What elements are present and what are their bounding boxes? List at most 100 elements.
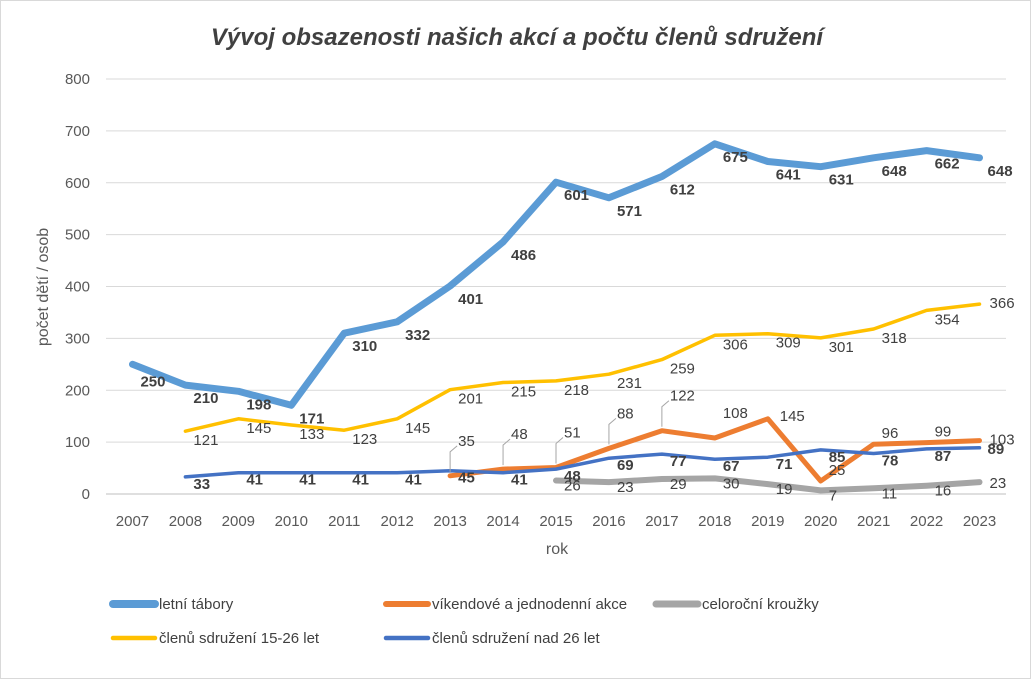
y-tick-label: 800 [65,71,90,88]
data-label: 218 [564,382,589,399]
x-tick-label: 2015 [539,513,572,530]
data-label: 250 [140,373,165,390]
y-tick-label: 100 [65,434,90,451]
data-labels: 250 210 198 171 310 332 401 486 601 571 612 675 641 6… [140,149,1014,505]
data-label: 641 [776,166,801,183]
x-tick-label: 2022 [910,513,943,530]
data-label: 133 [299,426,324,443]
x-tick-label: 2011 [328,513,360,530]
data-label: 210 [193,390,218,407]
series-line-4 [183,446,982,479]
data-label: 601 [564,187,589,204]
x-tick-label: 2023 [963,513,996,530]
legend-item: víkendové a jednodenní akce [383,596,627,613]
data-label: 201 [458,391,483,408]
data-label: 85 [829,449,846,466]
x-tick-label: 2016 [592,513,625,530]
legend: letní tábory víkendové a jednodenní akce c… [109,596,819,647]
y-tick-label: 0 [82,486,90,503]
data-label-leader [502,438,511,466]
series-line-3 [183,302,982,433]
data-label: 11 [882,485,898,502]
x-tick-label: 2010 [275,513,308,530]
data-label-leader [449,445,458,472]
y-axis-ticks: 0 100 200 300 400 500 600 700 800 [65,71,90,503]
y-tick-label: 400 [65,279,90,296]
x-axis-ticks: 2007 2008 2009 2010 2011 2012 2013 2014 2015 2016… [116,513,996,530]
data-label: 306 [723,336,748,353]
x-tick-label: 2018 [698,513,731,530]
data-label: 26 [564,478,581,495]
data-label-leader [555,437,564,464]
x-tick-label: 2017 [645,513,678,530]
data-label: 45 [458,470,475,487]
x-tick-label: 2021 [857,513,890,530]
series-line-2 [553,475,983,494]
data-label: 71 [776,456,793,473]
data-label: 332 [405,327,430,344]
y-axis-title: počet dětí / osob [35,228,52,346]
y-tick-label: 600 [65,175,90,192]
data-label: 231 [617,375,642,392]
legend-label: letní tábory [159,596,234,613]
data-label: 121 [193,432,218,449]
data-label: 41 [405,472,422,489]
data-label: 78 [882,453,899,470]
data-label-leader [608,417,617,445]
data-label: 145 [780,408,805,425]
data-label: 612 [670,182,695,199]
data-label: 648 [882,163,907,180]
data-label: 35 [458,433,475,450]
y-tick-label: 500 [65,227,90,244]
data-label: 69 [617,457,634,474]
data-label: 16 [935,483,952,500]
y-tick-label: 700 [65,123,90,140]
data-label: 48 [511,426,528,443]
legend-item: členů sdružení 15-26 let [110,630,320,647]
legend-label: členů sdružení nad 26 let [432,630,600,647]
data-label: 123 [352,431,377,448]
x-axis-title: rok [546,541,569,558]
data-label: 88 [617,405,634,422]
x-tick-label: 2020 [804,513,837,530]
legend-label: víkendové a jednodenní akce [432,596,627,613]
data-label: 48 [564,468,581,485]
data-label: 99 [935,424,952,441]
data-label: 41 [511,472,528,489]
data-label: 19 [776,481,793,498]
data-label: 571 [617,203,642,220]
data-label: 662 [935,156,960,173]
data-label: 486 [511,247,536,264]
data-label: 25 [829,462,846,479]
x-tick-label: 2012 [380,513,413,530]
data-label: 33 [193,476,210,493]
data-label: 648 [988,163,1013,180]
legend-item: letní tábory [109,596,234,613]
gridlines [106,78,1006,495]
data-label: 23 [990,475,1007,492]
data-label: 67 [723,458,740,475]
x-tick-label: 2014 [486,513,519,530]
x-tick-label: 2009 [222,513,255,530]
data-label: 145 [246,420,271,437]
data-label: 215 [511,383,536,400]
data-label: 41 [299,472,316,489]
data-label: 103 [990,432,1015,449]
data-label: 122 [670,388,695,405]
legend-item: celoroční kroužky [652,596,819,613]
data-label: 77 [670,453,687,470]
data-label: 145 [405,420,430,437]
data-label: 675 [723,149,748,166]
series-line-0 [129,140,983,409]
data-label: 108 [723,405,748,422]
data-label-leader [661,400,670,427]
data-label: 96 [882,425,899,442]
series-line-1 [447,416,982,484]
data-label: 7 [829,487,837,504]
series-lines [129,140,983,494]
data-label: 309 [776,335,801,352]
legend-label: členů sdružení 15-26 let [159,630,320,647]
data-label: 89 [988,441,1005,458]
chart-title: Vývoj obsazenosti našich akcí a počtu čl… [211,24,827,51]
